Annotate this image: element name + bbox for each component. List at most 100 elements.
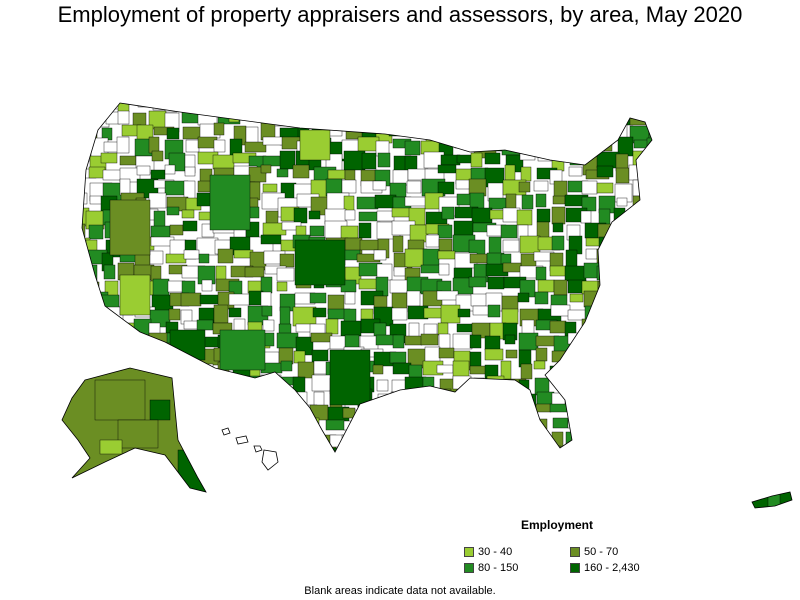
map-area (532, 449, 553, 452)
map-area (166, 127, 180, 140)
map-area (617, 136, 634, 157)
map-area (438, 238, 453, 252)
map-area (392, 235, 404, 253)
map-area (373, 403, 398, 417)
map-area (614, 309, 635, 325)
map-area (216, 103, 230, 106)
map-area (516, 122, 530, 134)
map-area (217, 248, 234, 264)
map-area (389, 103, 407, 105)
map-area (596, 151, 620, 169)
map-area (209, 174, 251, 231)
map-area (453, 433, 471, 451)
map-area (260, 276, 273, 294)
map-area (390, 108, 412, 124)
map-area (598, 236, 611, 251)
map-area (372, 364, 384, 375)
map-area (597, 124, 621, 139)
map-area (616, 290, 633, 300)
map-area (324, 103, 339, 118)
map-area (628, 103, 648, 107)
map-area (501, 141, 526, 156)
map-area (82, 322, 86, 341)
map-area (152, 278, 170, 297)
map-area (518, 332, 539, 351)
map-area (505, 349, 518, 359)
map-area (262, 103, 278, 108)
map-area (86, 264, 98, 284)
map-area (617, 405, 635, 419)
map-area (438, 103, 463, 116)
map-area (213, 122, 225, 136)
map-area (165, 253, 187, 264)
map-area (343, 195, 355, 212)
map-area (119, 274, 151, 316)
map-area (633, 139, 652, 149)
map-area (151, 150, 164, 162)
map-area (293, 433, 318, 445)
map-area (569, 361, 594, 377)
map-area (613, 347, 633, 359)
map-area (116, 136, 130, 154)
map-area (249, 392, 261, 413)
map-area (485, 390, 499, 401)
map-area (616, 197, 628, 207)
map-area (600, 103, 618, 112)
legend-label-2: 50 - 70 (584, 546, 619, 558)
puerto-rico (752, 492, 792, 508)
map-area (596, 182, 614, 194)
map-area (501, 308, 519, 325)
legend-swatch-1 (464, 547, 474, 557)
map-area (516, 209, 533, 226)
map-area (82, 351, 93, 362)
map-area (647, 334, 652, 345)
map-area (550, 304, 571, 317)
map-area (102, 318, 116, 337)
map-area (487, 276, 505, 290)
map-area (422, 421, 440, 434)
map-area (569, 449, 591, 452)
map-area (406, 421, 421, 439)
map-area (121, 351, 135, 369)
map-area (631, 250, 652, 261)
map-area (488, 419, 512, 438)
map-area (597, 404, 611, 418)
map-area (484, 364, 499, 385)
map-area (374, 103, 397, 105)
legend-item-2: 50 - 70 (570, 546, 618, 558)
map-area (582, 365, 595, 379)
map-area (196, 319, 214, 331)
map-area (358, 435, 375, 452)
map-area (552, 222, 564, 233)
map-area (437, 181, 455, 195)
map-area (294, 239, 346, 286)
map-area (630, 277, 648, 295)
map-area (438, 263, 450, 276)
map-area (600, 308, 612, 319)
map-area (454, 393, 473, 412)
map-area (276, 267, 295, 282)
map-area (469, 334, 482, 349)
map-area (299, 129, 331, 161)
map-area (404, 140, 421, 156)
map-area (454, 420, 477, 433)
map-area (648, 435, 652, 452)
map-area (135, 347, 151, 366)
map-area (613, 239, 638, 250)
map-area (632, 293, 644, 313)
map-area (452, 333, 473, 350)
map-area (613, 278, 626, 290)
map-area (372, 180, 387, 191)
map-title: Employment of property appraisers and as… (57, 2, 743, 27)
map-area (452, 375, 472, 390)
map-area (649, 363, 652, 379)
map-area (612, 417, 628, 433)
map-area (519, 150, 536, 161)
map-area (89, 322, 112, 332)
map-area (484, 348, 504, 361)
map-area (473, 377, 485, 393)
map-area (279, 113, 298, 123)
map-area (228, 112, 240, 123)
map-area (469, 445, 492, 452)
map-area (504, 164, 516, 181)
